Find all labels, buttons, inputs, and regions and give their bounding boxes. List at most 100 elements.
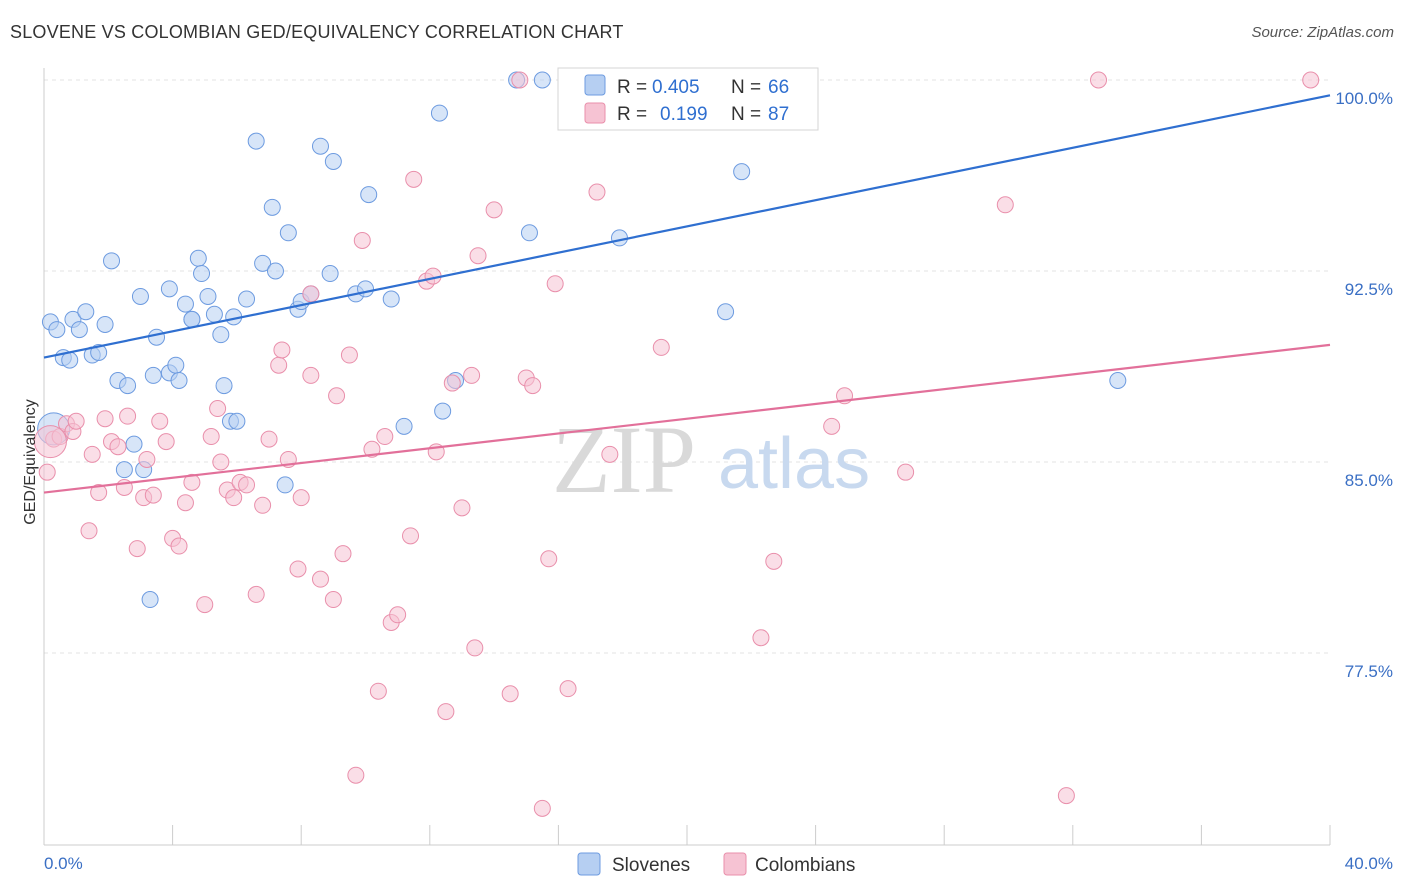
x-tick-label-min: 0.0% [44, 854, 83, 873]
colombians-point-69 [524, 377, 542, 395]
colombians-trend-line [43, 343, 1331, 494]
slovenes-point-36 [263, 198, 281, 216]
colombians-point-51 [376, 428, 394, 446]
colombians-point-16 [138, 450, 156, 468]
colombians-point-77 [752, 629, 770, 647]
slovenes-point-55 [533, 71, 551, 89]
colombians-point-65 [485, 201, 503, 219]
slovenes-point-65 [183, 310, 201, 328]
slovenes-point-14 [131, 287, 149, 305]
colombians-point-70 [533, 799, 551, 817]
colombians-point-66 [501, 685, 519, 703]
colombians-point-59 [437, 703, 455, 721]
colombians-point-9 [96, 410, 114, 428]
colombians-point-36 [273, 341, 291, 359]
colombians-point-76 [652, 338, 670, 356]
slovenes-point-51 [434, 402, 452, 420]
colombians-point-41 [302, 285, 320, 303]
colombians-point-63 [466, 639, 484, 657]
bottom-legend: Slovenes Colombians [577, 852, 855, 876]
legend-r-label-colombians: R = [617, 104, 647, 125]
colombians-point-47 [347, 766, 365, 784]
chart-source: Source: ZipAtlas.com [1251, 24, 1394, 41]
colombians-point-27 [212, 453, 230, 471]
colombians-point-14 [128, 540, 146, 558]
slovenes-point-57 [717, 303, 735, 321]
y-tick-label-1: 92.5% [1345, 280, 1393, 299]
colombians-point-46 [340, 346, 358, 364]
slovenes-point-6 [77, 303, 95, 321]
colombians-point-7 [83, 445, 101, 463]
colombians-point-42 [311, 570, 329, 588]
x-tick-label-max: 40.0% [1345, 854, 1393, 873]
colombians-point-43 [324, 591, 342, 609]
colombians-point-35 [270, 356, 288, 374]
colombians-point-78 [765, 552, 783, 570]
colombians-point-38 [289, 560, 307, 578]
slovenes-point-25 [193, 265, 211, 283]
slovenes-point-1 [48, 321, 66, 339]
colombians-point-31 [238, 476, 256, 494]
slovenes-point-24 [189, 249, 207, 267]
slovenes-trend-line [43, 94, 1331, 359]
colombians-point-34 [260, 430, 278, 448]
slovenes-point-63 [141, 591, 159, 609]
colombians-point-21 [170, 537, 188, 555]
legend-r-label-slovenes: R = [617, 77, 647, 98]
slovenes-point-37 [266, 262, 284, 280]
slovenes-point-46 [357, 280, 374, 298]
slovenes-point-54 [520, 224, 538, 242]
watermark-atlas: atlas [718, 424, 870, 504]
slovenes-point-26 [199, 287, 217, 305]
colombians-point-60 [443, 374, 461, 392]
slovenes-point-16 [144, 366, 162, 384]
colombians-point-54 [402, 527, 420, 545]
chart-title: SLOVENE VS COLOMBIAN GED/EQUIVALENCY COR… [10, 22, 624, 42]
axis-layer: 100.0% 92.5% 85.0% 77.5% [43, 68, 1393, 846]
slovenes-point-28 [212, 326, 230, 344]
colombians-point-13 [119, 407, 137, 425]
slovenes-point-42 [311, 137, 329, 155]
colombians-point-73 [559, 680, 577, 698]
colombians-point-6 [80, 522, 98, 540]
colombians-point-81 [897, 463, 915, 481]
colombians-point-39 [292, 489, 310, 507]
colombians-point-8 [90, 484, 108, 502]
colombians-point-48 [353, 231, 371, 249]
slovenes-point-35 [254, 254, 272, 272]
legend-swatch-slovenes [584, 74, 606, 96]
slovenes-point-29 [215, 377, 233, 395]
slovenes-point-8 [90, 343, 108, 361]
colombians-point-11 [109, 438, 127, 456]
colombians-point-18 [151, 412, 169, 430]
colombians-point-44 [328, 387, 346, 405]
colombians-point-32 [247, 585, 265, 603]
legend-n-value-slovenes: 66 [768, 77, 789, 98]
colombians-point-17 [144, 486, 162, 504]
slovenes-point-12 [119, 377, 137, 395]
watermark-zip: ZIP [552, 406, 696, 513]
slovenes-point-13 [125, 435, 143, 453]
slovenes-point-47 [360, 186, 378, 204]
colombians-point-25 [202, 428, 220, 446]
colombians-point-19 [157, 433, 175, 451]
legend-r-value-colombians: 0.199 [660, 104, 708, 125]
bottom-legend-label-colombians: Colombians [755, 855, 855, 876]
slovenes-point-50 [430, 104, 448, 122]
colombians-point-74 [588, 183, 606, 201]
colombians-point-22 [176, 494, 194, 512]
colombians-point-79 [823, 417, 841, 435]
slovenes-point-48 [382, 290, 400, 308]
slovenes-point-34 [247, 132, 265, 150]
colombians-point-61 [453, 499, 471, 517]
slovenes-point-43 [321, 265, 339, 283]
colombians-point-82 [996, 196, 1014, 214]
colombians-point-23 [183, 473, 201, 491]
colombians-point-5 [67, 412, 85, 430]
colombians-point-29 [225, 489, 243, 507]
bottom-legend-label-slovenes: Slovenes [612, 855, 690, 876]
y-axis-title: GED/Equivalency [22, 399, 39, 524]
legend-n-label-slovenes: N = [731, 77, 761, 98]
colombians-point-40 [302, 366, 320, 384]
